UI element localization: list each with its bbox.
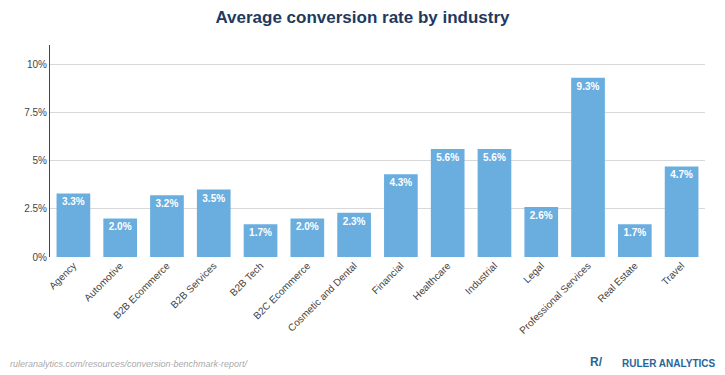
- svg-text:3.2%: 3.2%: [156, 198, 179, 209]
- svg-text:Professional Services: Professional Services: [517, 260, 593, 336]
- svg-text:Industrial: Industrial: [463, 260, 499, 296]
- svg-text:4.3%: 4.3%: [389, 177, 412, 188]
- svg-text:R/: R/: [590, 355, 603, 369]
- svg-text:3.5%: 3.5%: [202, 193, 225, 204]
- svg-text:0%: 0%: [33, 252, 48, 263]
- svg-text:3.3%: 3.3%: [62, 196, 85, 207]
- svg-text:ruleranalytics.com/resources/c: ruleranalytics.com/resources/conversion-…: [10, 359, 249, 369]
- svg-text:Legal: Legal: [521, 260, 546, 285]
- svg-text:B2B Tech: B2B Tech: [228, 260, 266, 298]
- svg-text:1.7%: 1.7%: [249, 227, 272, 238]
- svg-text:2.5%: 2.5%: [24, 203, 47, 214]
- svg-text:Average conversion rate by ind: Average conversion rate by industry: [215, 8, 510, 27]
- svg-text:B2B Ecommerce: B2B Ecommerce: [111, 260, 172, 321]
- svg-text:RULER ANALYTICS: RULER ANALYTICS: [622, 358, 715, 369]
- svg-text:Cosmetic and Dental: Cosmetic and Dental: [286, 260, 359, 333]
- svg-text:1.7%: 1.7%: [623, 227, 646, 238]
- svg-text:5.6%: 5.6%: [483, 152, 506, 163]
- svg-text:Agency: Agency: [47, 260, 78, 291]
- svg-text:B2B Services: B2B Services: [168, 260, 218, 310]
- svg-text:Travel: Travel: [659, 260, 686, 287]
- svg-text:9.3%: 9.3%: [577, 81, 600, 92]
- svg-text:10%: 10%: [27, 59, 47, 70]
- svg-text:5%: 5%: [33, 155, 48, 166]
- svg-text:Financial: Financial: [370, 260, 406, 296]
- svg-text:4.7%: 4.7%: [670, 169, 693, 180]
- svg-text:2.6%: 2.6%: [530, 210, 553, 221]
- svg-text:Automotive: Automotive: [82, 260, 125, 303]
- svg-text:Real Estate: Real Estate: [595, 260, 640, 305]
- svg-text:5.6%: 5.6%: [436, 152, 459, 163]
- svg-text:B2C Ecommerce: B2C Ecommerce: [251, 260, 313, 322]
- svg-text:2.0%: 2.0%: [296, 221, 319, 232]
- svg-text:2.0%: 2.0%: [109, 221, 132, 232]
- svg-text:Healthcare: Healthcare: [411, 260, 453, 302]
- svg-text:2.3%: 2.3%: [343, 216, 366, 227]
- svg-text:7.5%: 7.5%: [24, 107, 47, 118]
